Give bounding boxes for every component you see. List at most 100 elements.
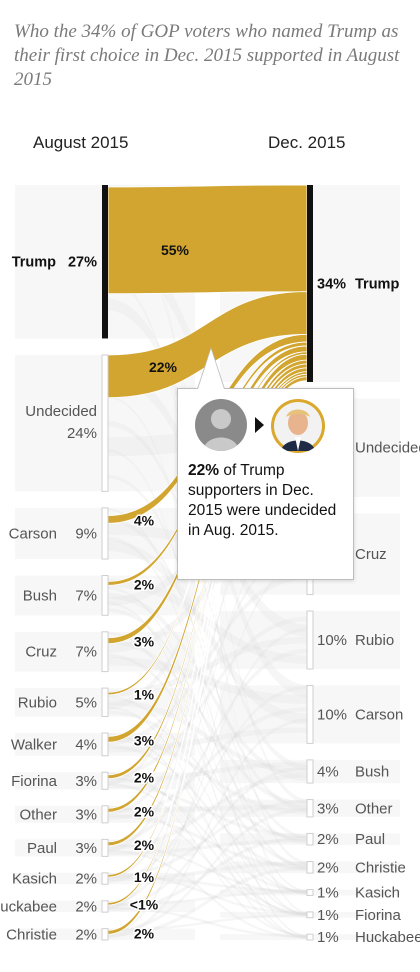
flow-fiorina-to-undecided	[105, 407, 310, 786]
august-node-christie	[101, 928, 109, 941]
flow-other-to-cruz	[105, 544, 310, 816]
flow-label-rubio: 1%	[134, 687, 155, 703]
flow-huckabee-to-undecided	[105, 426, 310, 910]
flow-christie-to-fiorina	[105, 913, 310, 932]
december-label-carson: Carson	[355, 706, 403, 723]
december-label-huckabee: Huckabee	[355, 929, 420, 946]
flow-walker-to-fiorina	[105, 733, 310, 918]
flow-label-bush: 2%	[134, 576, 155, 592]
flow-cruz-to-fiorina	[105, 631, 310, 916]
flow-christie-to-other	[105, 807, 310, 934]
flow-paul-to-huckabee	[105, 849, 310, 940]
august-label-huckabee: Huckabee	[0, 898, 57, 915]
transition-arrow-icon	[255, 417, 264, 433]
flow-fiorina-to-paul	[105, 784, 310, 838]
december-pct-other: 3%	[317, 800, 339, 817]
december-node-christie	[306, 861, 314, 874]
august-pct-paul: 3%	[75, 840, 97, 857]
flow-kasich-to-fiorina	[105, 872, 310, 915]
august-pct-huckabee: 2%	[75, 898, 97, 915]
december-label-undecided: Undecided	[355, 440, 420, 457]
december-pct-trump: 34%	[317, 276, 346, 292]
flow-walker-to-christie	[105, 744, 310, 872]
december-node-carson	[306, 684, 314, 744]
december-pct-carson: 10%	[317, 706, 347, 723]
flow-label-undecided: 22%	[149, 359, 178, 375]
flow-label-huckabee: <1%	[130, 897, 159, 913]
flow-fiorina-to-kasich	[105, 776, 310, 893]
flow-other-to-carson	[105, 706, 310, 821]
flow-rubio-to-paul	[105, 710, 310, 842]
august-node-carson	[101, 507, 109, 560]
august-node-undecided	[101, 354, 109, 492]
flow-christie-to-carson	[105, 718, 310, 939]
august-label-carson: Carson	[9, 525, 57, 542]
flow-other-to-fiorina	[105, 805, 310, 916]
august-pct-kasich: 2%	[75, 871, 97, 888]
flow-fiorina-to-rubio	[105, 616, 310, 779]
december-pct-christie: 2%	[317, 859, 339, 876]
flow-huckabee-to-bush	[105, 765, 310, 909]
flow-fiorina-to-fiorina	[105, 772, 310, 915]
flow-rubio-to-kasich	[105, 695, 310, 894]
december-label-kasich: Kasich	[355, 885, 400, 902]
flow-undecided-to-huckabee	[105, 448, 310, 938]
flow-label-trump: 55%	[161, 242, 190, 258]
august-label-other: Other	[19, 806, 57, 823]
december-label-bush: Bush	[355, 763, 389, 780]
flow-paul-to-bush	[105, 772, 310, 851]
august-node-fiorina	[101, 771, 109, 790]
flow-huckabee-to-paul	[105, 835, 310, 912]
flow-other-to-other	[105, 804, 310, 813]
august-node-other	[101, 805, 109, 824]
flow-label-paul: 2%	[134, 837, 155, 853]
august-label-fiorina: Fiorina	[11, 773, 58, 790]
flow-walker-to-carson	[105, 727, 310, 753]
december-pct-paul: 2%	[317, 831, 339, 848]
flow-carson-to-other	[105, 517, 310, 812]
august-label-paul: Paul	[27, 840, 57, 857]
flow-bush-to-kasich	[105, 586, 310, 896]
tooltip-pointer	[198, 349, 224, 389]
august-node-paul	[101, 838, 109, 857]
august-pct-other: 3%	[75, 806, 97, 823]
december-label-other: Other	[355, 800, 393, 817]
december-label-trump: Trump	[355, 276, 399, 292]
chart-title: Who the 34% of GOP voters who named Trum…	[14, 21, 400, 90]
december-node-rubio	[306, 610, 314, 670]
december-label-cruz: Cruz	[355, 546, 387, 563]
august-label-trump: Trump	[12, 255, 56, 271]
december-label-rubio: Rubio	[355, 632, 394, 649]
august-label-kasich: Kasich	[12, 871, 57, 888]
december-label-paul: Paul	[355, 831, 385, 848]
december-node-kasich	[306, 889, 314, 896]
flow-huckabee-to-kasich	[105, 890, 310, 906]
flow-undecided-to-kasich	[105, 395, 310, 894]
december-pct-kasich: 1%	[317, 885, 339, 902]
flow-christie-to-cruz	[105, 559, 310, 936]
august-label-cruz: Cruz	[25, 644, 57, 661]
flow-label-other: 2%	[134, 803, 155, 819]
tooltip-text: 22% of Trump supporters in Dec. 2015 wer…	[188, 461, 348, 541]
december-label-fiorina: Fiorina	[355, 907, 402, 924]
flow-huckabee-to-rubio	[105, 627, 310, 906]
august-label-rubio: Rubio	[18, 694, 57, 711]
december-label-christie: Christie	[355, 859, 406, 876]
december-pct-huckabee: 1%	[317, 929, 339, 946]
flow-label-fiorina: 2%	[134, 770, 155, 786]
december-node-paul	[306, 832, 314, 846]
flow-cruz-to-carson	[105, 656, 310, 704]
flow-rubio-to-bush	[105, 699, 310, 775]
flow-kasich-to-kasich	[105, 875, 310, 893]
flow-carson-to-fiorina	[105, 507, 310, 917]
august-node-walker	[101, 732, 109, 757]
august-pct-walker: 4%	[75, 736, 97, 753]
flow-carson-to-carson	[105, 540, 310, 725]
flow-label-walker: 3%	[134, 732, 155, 748]
august-pct-trump: 27%	[68, 255, 97, 271]
august-node-cruz	[101, 631, 109, 673]
flow-bush-to-bush	[105, 592, 310, 782]
flow-fiorina-to-huckabee	[105, 782, 310, 938]
flow-carson-to-christie	[105, 536, 310, 870]
flow-rubio-to-rubio	[105, 636, 310, 697]
